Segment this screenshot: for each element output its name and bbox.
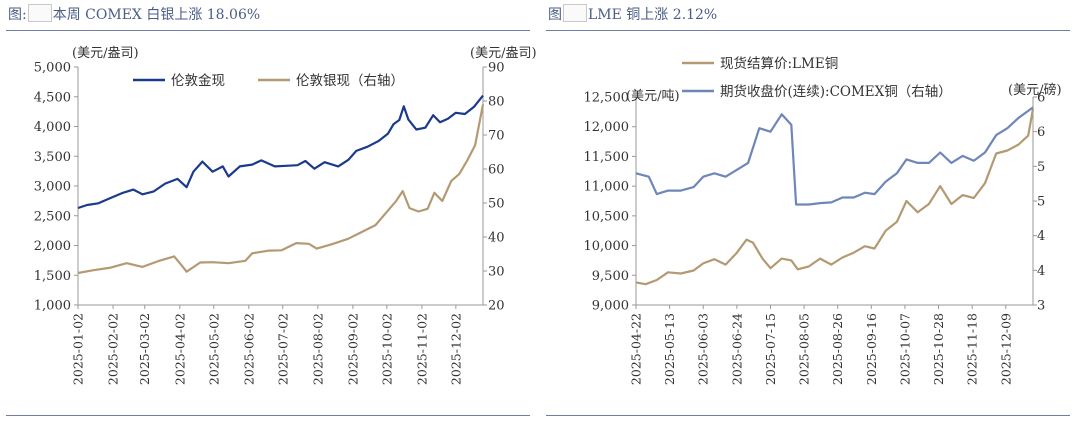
bottom-rule — [6, 415, 530, 416]
y-right-tick-label: 30 — [488, 265, 505, 280]
x-tick-label: 2025-11-02 — [414, 313, 429, 385]
copper-chart: 9,000 9,500 10,000 10,500 11,000 11,500 12,000… — [584, 55, 1062, 385]
chart-panel-silver: 图: 本周 COMEX 白银上涨 18.06% 1,000 1,500 2,000 2,… — [6, 4, 537, 416]
x-tick-label: 2025-06-02 — [241, 313, 256, 385]
x-tick-label: 2025-09-16 — [864, 313, 879, 385]
y-right-tick-label: 6 — [1037, 91, 1045, 106]
chart-panel-copper: 图 LME 铜上涨 2.12% 9,000 9,500 10,000 10,500 11,… — [540, 0, 1080, 422]
x-tick-label: 2025-04-22 — [629, 313, 644, 385]
x-tick-label: 2025-09-02 — [345, 313, 360, 385]
title-prefix: 图: — [8, 7, 27, 23]
y-left-tick-label: 1,000 — [34, 299, 71, 314]
x-tick-label: 2025-04-02 — [172, 313, 187, 385]
y-left-tick-label: 4,500 — [34, 90, 71, 105]
x-tick-label: 2025-03-02 — [137, 313, 152, 385]
chart-title: 图 LME 铜上涨 2.12% — [548, 4, 717, 24]
x-tick-label: 2025-08-02 — [310, 313, 325, 385]
y-right-tick-label: 5 — [1037, 195, 1045, 210]
legend-label-1: 伦敦金现 — [171, 73, 225, 89]
series-line-1 — [635, 108, 1035, 286]
x-tick-label: 2025-07-02 — [275, 313, 290, 385]
y-left-tick-label: 3,500 — [34, 150, 71, 165]
title-prefix: 图 — [548, 7, 562, 23]
x-tick-label: 2025-12-02 — [448, 313, 463, 385]
x-tick-label: 2025-06-03 — [696, 313, 711, 385]
top-rule — [546, 30, 1070, 31]
x-tick-label: 2025-08-05 — [797, 313, 812, 385]
x-tick-label: 2025-11-18 — [965, 313, 980, 385]
x-tick-label: 2025-06-24 — [729, 313, 744, 385]
y-left-tick-label: 12,500 — [584, 91, 630, 106]
x-tick-label: 2025-05-13 — [662, 313, 677, 385]
silver-gold-chart: 1,000 1,500 2,000 2,500 3,000 3,500 4,000 4,500… — [34, 46, 537, 385]
x-tick-label: 2025-12-09 — [998, 313, 1013, 385]
y-left-unit: (美元/盎司) — [72, 46, 139, 61]
y-left-tick-label: 3,000 — [34, 180, 71, 195]
top-rule — [6, 30, 530, 31]
legend-label-1: 现货结算价:LME铜 — [720, 55, 838, 72]
y-left-tick-label: 11,500 — [584, 150, 630, 165]
x-tick-label: 2025-01-02 — [71, 313, 86, 385]
series-line-2 — [635, 106, 1034, 206]
y-right-tick-label: 80 — [488, 95, 505, 110]
y-right-tick-label: 20 — [488, 299, 505, 314]
y-left-tick-label: 5,000 — [34, 61, 71, 76]
title-text: LME 铜上涨 2.12% — [588, 7, 718, 23]
y-right-tick-label: 4 — [1037, 229, 1045, 244]
y-left-tick-label: 12,000 — [584, 120, 630, 135]
y-left-tick-label: 2,500 — [34, 209, 71, 224]
y-right-tick-label: 90 — [488, 61, 505, 76]
y-left-tick-label: 10,000 — [584, 239, 630, 254]
title-placeholder-box — [27, 4, 52, 22]
x-tick-label: 2025-05-02 — [206, 313, 221, 385]
y-right-tick-label: 3 — [1037, 299, 1045, 314]
y-right-unit: (美元/盎司) — [470, 46, 537, 61]
y-right-tick-label: 60 — [488, 163, 505, 178]
bottom-rule — [546, 415, 1070, 416]
y-left-tick-label: 10,500 — [584, 209, 630, 224]
title-text: 本周 COMEX 白银上涨 18.06% — [52, 7, 261, 23]
x-tick-label: 2025-02-02 — [106, 313, 121, 385]
y-right-tick-label: 6 — [1037, 125, 1045, 140]
y-right-tick-label: 4 — [1037, 264, 1045, 279]
series-line-2 — [77, 104, 485, 275]
y-left-unit: (美元/吨) — [626, 89, 680, 104]
y-left-tick-label: 11,000 — [584, 180, 630, 195]
y-left-tick-label: 9,500 — [592, 269, 629, 284]
y-right-unit: (美元/磅) — [1008, 82, 1062, 98]
y-right-tick-label: 5 — [1037, 160, 1045, 175]
x-tick-label: 2025-10-07 — [897, 313, 912, 385]
x-tick-label: 2025-07-15 — [763, 313, 778, 385]
y-left-tick-label: 9,000 — [592, 299, 629, 314]
legend-label-2: 期货收盘价(连续):COMEX铜（右轴） — [720, 83, 952, 100]
legend-label-2: 伦敦银现（右轴） — [296, 73, 404, 89]
y-right-tick-label: 50 — [488, 197, 505, 212]
chart-title: 图: 本周 COMEX 白银上涨 18.06% — [8, 4, 260, 24]
y-left-tick-label: 2,000 — [34, 239, 71, 254]
y-right-tick-label: 70 — [488, 129, 505, 144]
title-placeholder-box — [563, 4, 587, 22]
series-line-1 — [77, 94, 484, 210]
y-left-tick-label: 4,000 — [34, 120, 71, 135]
x-tick-label: 2025-10-28 — [931, 313, 946, 385]
x-tick-label: 2025-08-26 — [830, 313, 845, 385]
x-tick-label: 2025-10-02 — [379, 313, 394, 385]
y-right-tick-label: 40 — [488, 231, 505, 246]
y-left-tick-label: 1,500 — [34, 269, 71, 284]
